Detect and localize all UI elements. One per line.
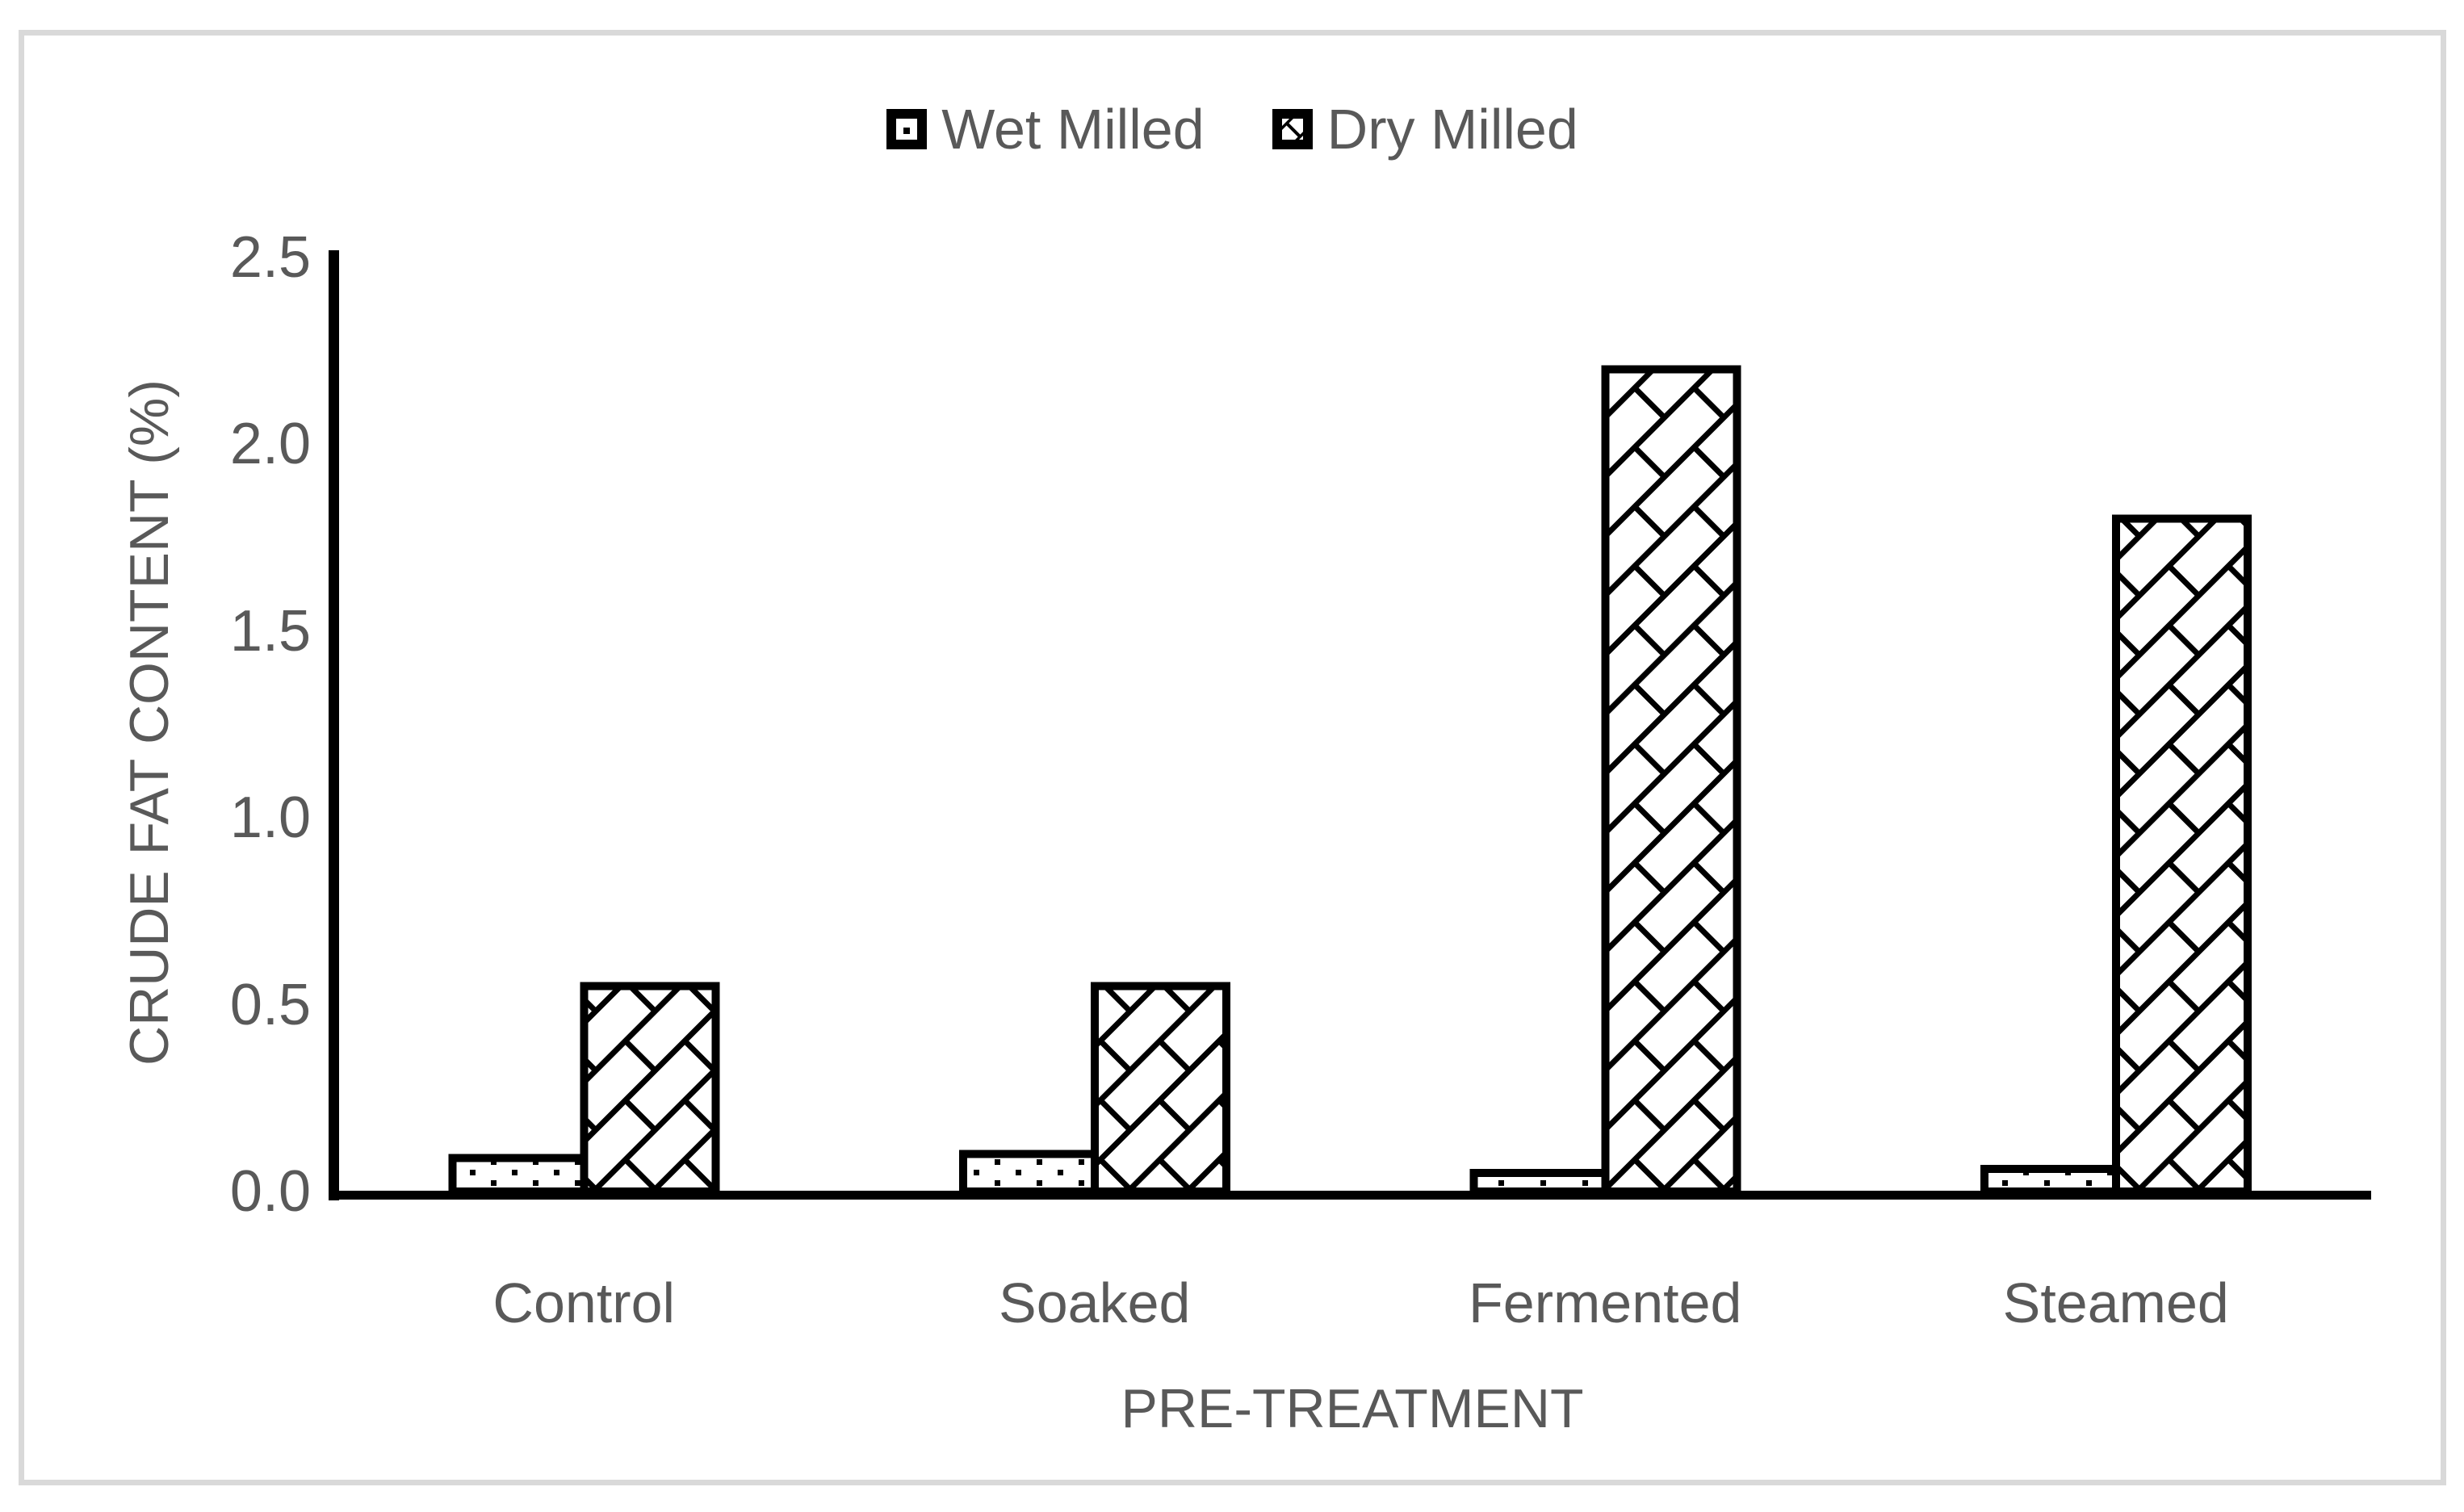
x-category-label-soaked: Soaked — [999, 1271, 1191, 1334]
bar-dry-milled-soaked — [1090, 982, 1230, 1196]
bar-wet-milled-control — [448, 1154, 589, 1196]
bar-wet-milled-soaked — [958, 1150, 1099, 1196]
bar-dry-milled-fermented — [1601, 365, 1741, 1196]
x-category-label-control: Control — [492, 1271, 676, 1334]
y-tick-label-0.5: 0.5 — [229, 972, 311, 1037]
legend-label: Dry Milled — [1326, 98, 1578, 161]
x-category-label-steamed: Steamed — [2002, 1271, 2229, 1334]
y-axis-line — [329, 250, 339, 1200]
y-tick-label-0.0: 0.0 — [229, 1159, 311, 1224]
y-tick-label-1.0: 1.0 — [229, 785, 311, 850]
x-axis-title: PRE-TREATMENT — [1121, 1378, 1584, 1439]
legend-label: Wet Milled — [941, 98, 1205, 161]
y-tick-label-1.5: 1.5 — [229, 598, 311, 664]
chart-frame — [19, 30, 2446, 1485]
y-tick-label-2.0: 2.0 — [229, 412, 311, 476]
legend-item-wet-milled: Wet Milled — [886, 98, 1205, 161]
bar-wet-milled-fermented — [1469, 1168, 1610, 1196]
legend-swatch-dots-icon — [886, 109, 928, 149]
bar-dry-milled-steamed — [2111, 514, 2252, 1196]
legend: Wet Milled Dry Milled — [19, 98, 2446, 161]
bar-dry-milled-control — [580, 982, 720, 1196]
axes-group — [329, 250, 2371, 1200]
y-axis-title: CRUDE FAT CONTENT (%) — [119, 379, 180, 1066]
bars-group — [448, 365, 2252, 1196]
bar-wet-milled-steamed — [1980, 1165, 2120, 1196]
y-tick-label-2.5: 2.5 — [229, 224, 311, 290]
x-category-label-fermented: Fermented — [1469, 1271, 1742, 1334]
legend-item-dry-milled: Dry Milled — [1272, 98, 1578, 161]
legend-swatch-diagonal-brick-icon — [1272, 109, 1313, 149]
x-axis-line — [329, 1191, 2371, 1200]
